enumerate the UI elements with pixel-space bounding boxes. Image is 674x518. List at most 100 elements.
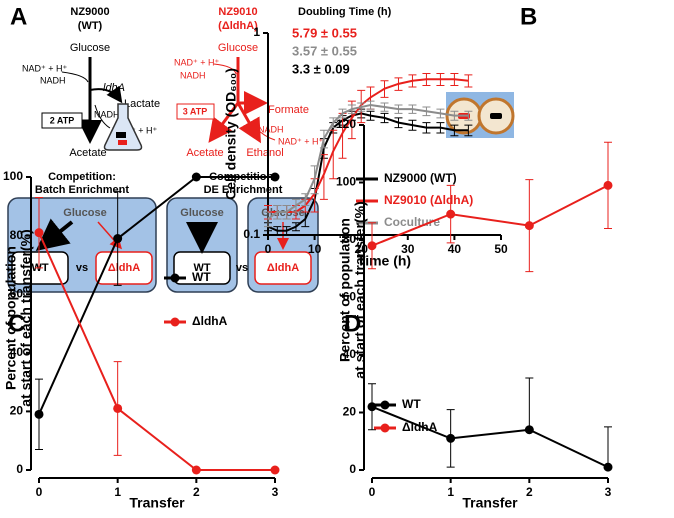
- cofactor: NAD⁺ + H⁺: [174, 57, 220, 67]
- error-bar: [366, 100, 375, 110]
- x-tick-label: 10: [308, 242, 322, 256]
- x-tick-label: 40: [448, 242, 462, 256]
- error-bar: [464, 74, 473, 88]
- section-title: Batch Enrichment: [35, 184, 129, 196]
- error-bar: [282, 204, 291, 220]
- section-title: Competition:: [48, 171, 116, 183]
- error-bar: [525, 179, 534, 273]
- mutant-box: [254, 251, 312, 285]
- error-bar: [604, 141, 612, 229]
- y-tick-label: 80: [343, 232, 357, 246]
- point: [270, 172, 280, 182]
- strain-box-label: ΔldhA: [267, 262, 299, 274]
- x-tick-label: 30: [401, 242, 415, 256]
- error-bar: [319, 129, 328, 149]
- y-tick-label: 80: [10, 228, 24, 242]
- y-tick-label: 120: [336, 117, 356, 131]
- annotation: 3.3 ± 0.09: [292, 61, 350, 76]
- cofactor: NAD⁺ + H⁺: [22, 63, 68, 73]
- x-tick-label: 0: [36, 485, 43, 499]
- arrow: [236, 102, 261, 144]
- series-line: [38, 232, 275, 471]
- error-bar: [357, 102, 366, 112]
- strain-name: (WT): [78, 20, 103, 32]
- atp-box: [176, 103, 215, 120]
- error-bar: [329, 117, 338, 129]
- arrow: [61, 71, 89, 83]
- y-tick-label: 20: [10, 404, 24, 418]
- point: [524, 221, 534, 231]
- cofactor: NADH: [258, 124, 284, 134]
- error-bar: [35, 197, 43, 269]
- y-tick-label: 40: [343, 347, 357, 361]
- y-axis-label: at start of each transfer(%): [352, 201, 368, 378]
- metabolite: Acetate: [69, 147, 106, 159]
- legend-label: WT: [402, 397, 421, 411]
- error-bar: [394, 117, 403, 129]
- point: [270, 465, 280, 475]
- error-bar: [450, 73, 459, 86]
- arrow: [249, 121, 276, 141]
- error-bar: [113, 361, 122, 456]
- legend-label: NZ9000 (WT): [384, 171, 457, 185]
- x-axis-label: Time (h): [357, 253, 411, 269]
- error-bar: [35, 378, 43, 450]
- error-bar: [464, 110, 473, 121]
- legend-marker: [170, 273, 180, 283]
- error-bar: [408, 104, 417, 114]
- point: [113, 234, 123, 244]
- y-tick-label: 0.1: [243, 227, 260, 241]
- error-bar: [113, 191, 122, 286]
- y-axis-label: at start of each transfer(%): [18, 229, 34, 406]
- error-bar: [301, 193, 310, 206]
- strain-box-label: ΔldhA: [108, 262, 140, 274]
- substrate: Glucose: [180, 207, 223, 219]
- section-title: DE Enrichment: [204, 184, 283, 196]
- atp-label: 2 ATP: [50, 115, 75, 125]
- error-bar: [464, 124, 473, 137]
- y-axis-label: Percent of population: [337, 218, 353, 362]
- metabolite: Acetate: [186, 147, 223, 159]
- legend-label: WT: [192, 270, 211, 284]
- vs: vs: [236, 262, 248, 274]
- error-bar: [525, 377, 534, 431]
- cofactor: NADH: [180, 70, 206, 80]
- legend-label: Coculture: [384, 215, 440, 229]
- point: [367, 241, 377, 251]
- gene: ldhA: [103, 82, 125, 94]
- legend-label: ΔldhA: [402, 420, 438, 434]
- strain-box-label: WT: [193, 262, 210, 274]
- error-bar: [380, 112, 389, 124]
- x-axis-label: Transfer: [462, 495, 518, 511]
- strain-name: (ΔldhA): [218, 20, 258, 32]
- error-bar: [310, 165, 319, 195]
- error-bar: [368, 222, 376, 270]
- error-bar: [450, 110, 459, 121]
- error-bar: [450, 124, 459, 137]
- cofactor: NADH: [40, 75, 66, 85]
- point: [603, 180, 613, 190]
- point: [34, 228, 44, 238]
- wt-pathway: [41, 57, 123, 144]
- y-axis-label: Percent of population: [3, 246, 19, 390]
- error-bar: [282, 226, 291, 236]
- error-bar: [291, 222, 300, 232]
- y-tick-label: 100: [336, 175, 356, 189]
- error-bar: [347, 104, 356, 114]
- error-bar: [338, 108, 347, 119]
- chart-title: Doubling Time (h): [298, 6, 392, 18]
- series-line: [371, 405, 609, 469]
- annotation: 5.79 ± 0.55: [292, 25, 357, 40]
- error-bar: [380, 80, 389, 98]
- y-tick-label: 20: [343, 405, 357, 419]
- cofactor: NAD⁺ + H⁺: [278, 136, 324, 146]
- point: [524, 425, 534, 435]
- y-tick-label: 100: [3, 169, 23, 183]
- y-tick-label: 0: [349, 462, 356, 476]
- error-bar: [408, 119, 417, 131]
- cofactor: NADH: [94, 109, 120, 119]
- x-tick-label: 2: [193, 485, 200, 499]
- error-bar: [329, 129, 338, 180]
- error-bar: [446, 409, 455, 468]
- arrow: [35, 218, 74, 251]
